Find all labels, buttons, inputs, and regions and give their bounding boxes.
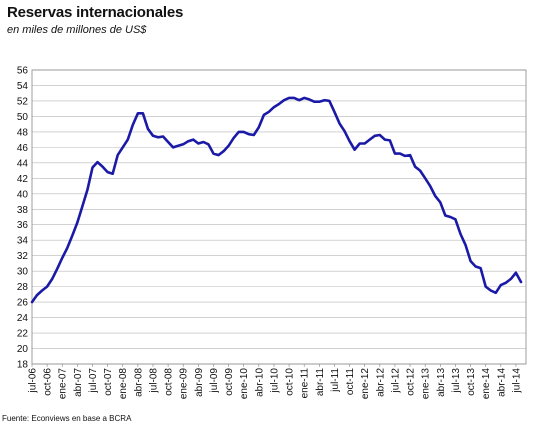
y-tick-label: 36 xyxy=(17,220,29,231)
y-tick-label: 50 xyxy=(17,112,29,123)
y-tick-label: 26 xyxy=(17,298,29,309)
x-tick-label: jul-07 xyxy=(88,368,99,394)
x-axis-tick-labels: jul-06 oct-06 ene-07 abr-07 jul-07 oct-07 ene-… xyxy=(28,364,522,400)
y-tick-label: 20 xyxy=(17,344,29,355)
x-tick-label: abr-08 xyxy=(133,368,144,397)
x-tick-label: ene-07 xyxy=(58,368,69,400)
y-tick-label: 48 xyxy=(17,127,29,138)
y-tick-label: 38 xyxy=(17,205,29,216)
x-tick-label: ene-10 xyxy=(239,368,250,400)
x-tick-label: abr-09 xyxy=(194,368,205,397)
x-tick-label: abr-14 xyxy=(496,368,507,397)
x-tick-label: ene-09 xyxy=(179,368,190,400)
x-tick-label: jul-12 xyxy=(390,368,401,394)
x-tick-label: ene-12 xyxy=(360,368,371,400)
y-tick-label: 30 xyxy=(17,267,29,278)
x-tick-label: oct-13 xyxy=(466,368,477,396)
x-tick-label: abr-13 xyxy=(436,368,447,397)
x-tick-label: jul-13 xyxy=(451,368,462,394)
x-tick-label: oct-09 xyxy=(224,368,235,396)
x-tick-label: jul-10 xyxy=(269,368,280,394)
x-tick-label: jul-06 xyxy=(28,368,39,394)
y-tick-label: 46 xyxy=(17,143,29,154)
x-tick-label: abr-11 xyxy=(315,368,326,397)
y-tick-label: 42 xyxy=(17,174,29,185)
reserves-series-line xyxy=(30,96,523,304)
y-tick-label: 54 xyxy=(17,81,29,92)
y-tick-label: 32 xyxy=(17,251,29,262)
y-tick-label: 34 xyxy=(17,236,29,247)
chart-subtitle: en miles de millones de US$ xyxy=(7,24,147,36)
x-tick-label: jul-09 xyxy=(209,368,220,394)
x-tick-label: ene-11 xyxy=(300,368,311,399)
x-tick-label: jul-08 xyxy=(148,368,159,394)
x-tick-label: ene-13 xyxy=(421,368,432,400)
y-tick-label: 44 xyxy=(17,158,29,169)
x-tick-label: abr-12 xyxy=(375,368,386,397)
y-tick-label: 52 xyxy=(17,96,29,107)
y-tick-label: 22 xyxy=(17,329,29,340)
y-tick-label: 40 xyxy=(17,189,29,200)
y-tick-label: 24 xyxy=(17,313,29,324)
y-tick-label: 28 xyxy=(17,282,29,293)
y-axis-tick-labels: 18 20 22 24 26 28 30 32 34 36 38 40 42 44 46 48 50 52 54 56 xyxy=(17,66,29,371)
plot-area-border xyxy=(31,69,527,365)
x-tick-label: oct-06 xyxy=(43,368,54,396)
x-tick-label: jul-11 xyxy=(330,368,341,393)
x-tick-label: abr-07 xyxy=(73,368,84,397)
y-tick-label: 56 xyxy=(17,66,29,77)
x-tick-label: abr-10 xyxy=(254,368,265,397)
x-tick-label: oct-08 xyxy=(164,368,175,396)
x-tick-label: oct-07 xyxy=(103,368,114,396)
x-tick-label: jul-14 xyxy=(511,368,522,394)
x-tick-label: ene-14 xyxy=(481,368,492,400)
x-tick-label: oct-10 xyxy=(285,368,296,396)
source-note: Fuente: Econviews en base a BCRA xyxy=(2,414,132,423)
x-tick-label: ene-08 xyxy=(118,368,129,400)
y-tick-label: 18 xyxy=(17,360,29,371)
x-tick-label: oct-12 xyxy=(406,368,417,396)
x-tick-label: oct-11 xyxy=(345,368,356,395)
chart-title: Reservas internacionales xyxy=(7,4,184,21)
